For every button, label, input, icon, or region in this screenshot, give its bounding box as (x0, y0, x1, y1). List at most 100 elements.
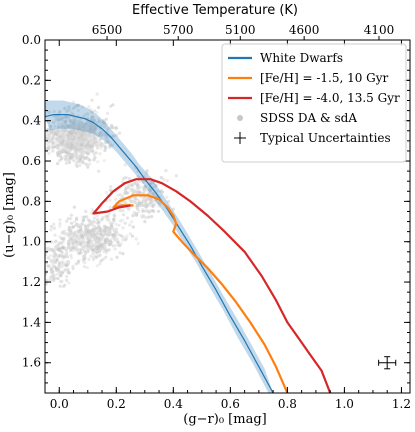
sdss-point (145, 188, 149, 192)
sdss-point (90, 239, 94, 243)
sdss-point (97, 119, 101, 124)
sdss-point (118, 243, 122, 248)
x-tick-label: 0.4 (164, 397, 183, 411)
sdss-point (165, 195, 169, 199)
sdss-point (125, 234, 129, 238)
sdss-point (87, 136, 91, 140)
sdss-point (97, 226, 101, 230)
sdss-point (83, 156, 87, 160)
sdss-point (121, 209, 125, 213)
sdss-point (127, 177, 132, 181)
sdss-point (58, 284, 62, 288)
sdss-point (118, 208, 122, 213)
sdss-point (146, 209, 150, 213)
sdss-point (48, 253, 52, 258)
sdss-point (76, 108, 80, 113)
sdss-point (59, 260, 64, 265)
sdss-point (67, 281, 71, 285)
sdss-point (41, 141, 44, 144)
sdss-point (70, 221, 74, 225)
sdss-point (130, 234, 135, 238)
sdss-point (69, 135, 73, 139)
sdss-point (65, 219, 69, 223)
sdss-point (51, 134, 55, 138)
sdss-point (99, 146, 103, 150)
sdss-point (52, 120, 56, 125)
sdss-point (68, 233, 72, 237)
sdss-point (82, 150, 86, 154)
sdss-point (101, 123, 105, 127)
sdss-point (112, 213, 116, 217)
sdss-point (82, 127, 86, 132)
sdss-point (57, 122, 61, 126)
sdss-point (52, 226, 56, 230)
sdss-point (108, 198, 112, 202)
legend-label: White Dwarfs (260, 51, 343, 65)
sdss-point (87, 234, 91, 238)
sdss-point (98, 253, 102, 257)
sdss-point (93, 243, 97, 247)
x-tick-label: 0.0 (50, 397, 69, 411)
sdss-point (73, 149, 77, 153)
sdss-point (45, 247, 49, 251)
y-tick-label: 0.8 (22, 194, 41, 208)
sdss-point (49, 240, 53, 244)
sdss-point (96, 105, 101, 110)
sdss-point (90, 234, 94, 238)
sdss-point (148, 203, 152, 207)
sdss-point (101, 120, 105, 125)
sdss-point (103, 242, 107, 246)
sdss-point (30, 133, 33, 136)
sdss-point (78, 163, 82, 167)
sdss-point (75, 216, 79, 220)
top-tick-label: 4600 (289, 23, 320, 37)
sdss-point (55, 272, 59, 277)
sdss-point (56, 162, 60, 166)
sdss-point (141, 209, 145, 213)
sdss-point (52, 222, 56, 226)
axis-ticks: 0.0 0.2 0.4 0.6 0.8 1.0 1.2 0.0 0.2 0.4 0.6 0.8 1.0 1… (22, 23, 411, 411)
sdss-point (116, 193, 120, 197)
sdss-point (71, 243, 75, 247)
sdss-point (114, 197, 118, 201)
sdss-point (74, 233, 78, 237)
sdss-point (114, 227, 118, 231)
legend-label: SDSS DA & sdA (260, 111, 357, 125)
sdss-point (63, 146, 67, 150)
x-tick-label: 1.2 (392, 397, 411, 411)
sdss-point (91, 149, 95, 153)
sdss-point (98, 137, 102, 141)
sdss-point (114, 133, 119, 137)
legend-swatch-point (237, 115, 243, 121)
sdss-point (98, 152, 102, 156)
sdss-point (35, 263, 38, 266)
sdss-point (92, 227, 96, 231)
sdss-point (152, 203, 156, 207)
sdss-point (121, 238, 125, 242)
sdss-point (69, 213, 73, 217)
sdss-point (95, 239, 99, 243)
sdss-point (72, 100, 76, 104)
sdss-point (107, 242, 111, 246)
sdss-point (50, 130, 54, 134)
sdss-point (67, 137, 71, 142)
sdss-point (60, 126, 64, 130)
sdss-point (49, 224, 54, 229)
sdss-point (79, 124, 83, 128)
sdss-point (45, 282, 48, 286)
sdss-point (85, 147, 90, 151)
sdss-point (145, 169, 149, 173)
sdss-point (65, 127, 69, 131)
sdss-point (64, 120, 68, 124)
sdss-point (93, 109, 97, 113)
sdss-point (123, 163, 127, 167)
y-tick-label: 0.2 (22, 73, 41, 87)
sdss-point (116, 240, 120, 244)
y-tick-label: 1.4 (22, 315, 41, 329)
sdss-point (61, 285, 65, 289)
sdss-point (54, 266, 58, 270)
sdss-point (90, 135, 94, 140)
sdss-point (111, 103, 115, 107)
sdss-point (57, 263, 61, 267)
